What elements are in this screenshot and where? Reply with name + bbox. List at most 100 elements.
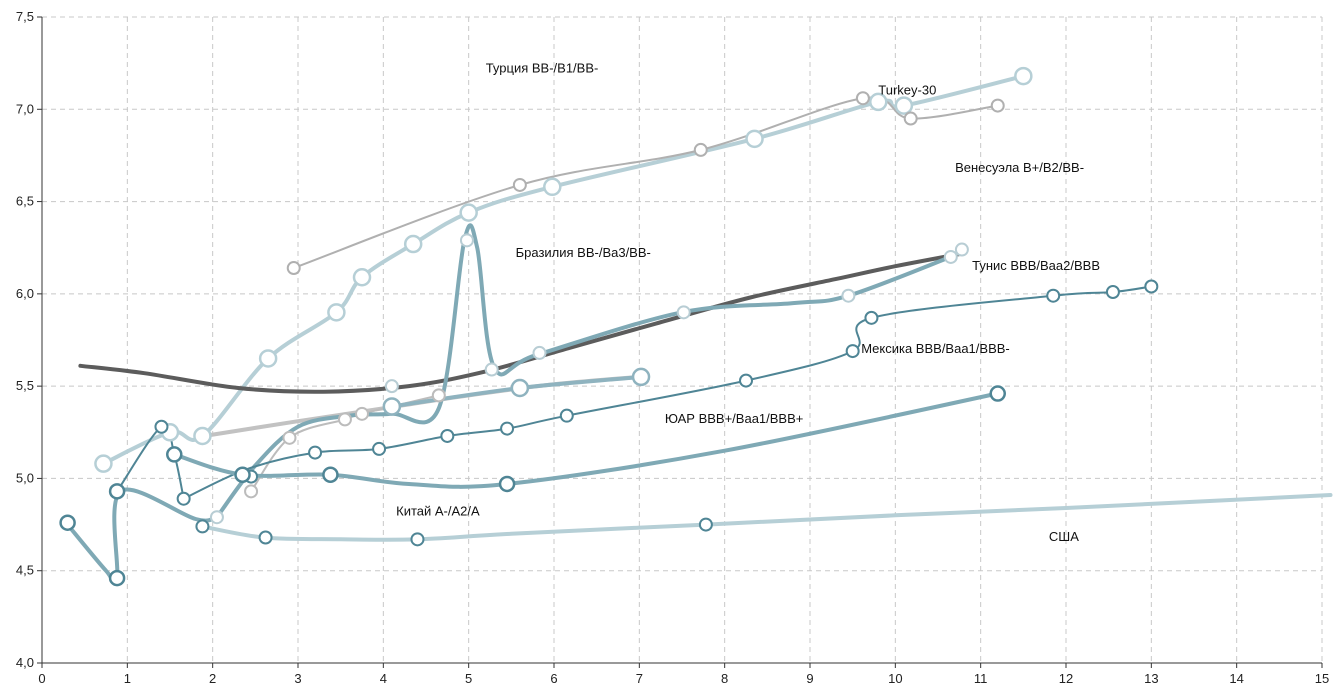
y-tick-label: 7,5 [16,9,34,24]
x-tick-label: 5 [465,671,472,686]
data-point [195,519,210,534]
grid-layer [42,16,1323,663]
data-point [352,267,372,287]
series-1 [292,96,999,269]
series-line [65,487,219,586]
data-point [739,373,753,388]
data-point [459,233,474,248]
data-point [1046,288,1061,303]
series-annotation: Turkey-30 [878,83,936,98]
data-point [631,367,651,387]
x-tick-label: 10 [888,671,902,686]
data-point [745,129,764,149]
y-tick-label: 6,5 [16,194,34,209]
data-point [693,142,708,157]
data-point [864,310,879,325]
data-point [286,261,301,276]
series-annotation: ЮАР BBB+/Baa1/BBB+ [665,411,803,426]
x-tick-label: 8 [721,671,728,686]
data-point [322,466,339,483]
series-6 [214,223,958,520]
series-annotation: Бразилия BB-/Ba3/BB- [516,245,651,260]
data-point [484,362,499,377]
data-point [327,303,346,322]
x-tick-label: 6 [550,671,557,686]
x-tick-label: 7 [636,671,643,686]
data-point [410,532,425,547]
y-tick-label: 5,0 [16,470,34,485]
series-line [292,96,999,269]
series-annotation: Тунис BBB/Baa2/BBB [972,258,1100,273]
data-point [498,475,516,493]
data-point [282,430,297,445]
data-point [869,92,888,112]
data-point [1014,66,1033,86]
y-tick-label: 5,5 [16,378,34,393]
data-point [154,419,169,434]
series-11 [200,493,1333,542]
data-point [59,514,76,531]
axis-layer: 0 1 2 3 4 5 6 7 8 9 10 11 12 13 14 154,04,55,05,56,06,5… [16,9,1329,686]
data-point [500,421,515,436]
data-point [845,344,860,359]
x-tick-label: 2 [209,671,216,686]
data-point [403,234,423,254]
y-tick-label: 4,5 [16,563,34,578]
data-point [308,445,323,460]
annotation-layer: Турция BB-/B1/BB- Turkey-30 Венесуэла B+/B… [396,60,1100,544]
data-point [543,177,562,197]
data-point [372,441,387,456]
data-point [459,203,478,222]
x-tick-label: 14 [1229,671,1243,686]
data-point [1105,285,1120,300]
data-point [440,428,455,443]
series-10 [65,487,219,586]
data-point [431,388,446,403]
data-point [209,510,224,525]
series-line [200,493,1333,542]
data-point [355,406,369,421]
data-point [384,379,399,394]
y-tick-label: 4,0 [16,655,34,670]
data-point [512,177,527,192]
x-tick-label: 15 [1315,671,1329,686]
data-point [337,412,352,427]
y-tick-label: 6,0 [16,286,34,301]
x-tick-label: 4 [380,671,387,686]
data-point [989,385,1006,402]
data-point [510,378,530,398]
series-annotation: США [1049,529,1079,544]
data-point [234,466,251,483]
x-tick-label: 3 [294,671,301,686]
data-point [193,426,212,446]
y-tick-label: 7,0 [16,101,34,116]
series-line [214,223,958,520]
data-point [108,569,126,587]
data-point [382,397,402,416]
data-point [559,408,574,423]
x-tick-label: 11 [974,671,988,686]
data-point [94,454,113,473]
series-annotation: Венесуэла B+/B2/BB- [955,160,1084,175]
x-tick-label: 13 [1144,671,1158,686]
data-point [176,491,191,506]
x-tick-label: 0 [38,671,45,686]
x-tick-label: 9 [806,671,813,686]
data-point [1144,279,1159,294]
data-point [990,98,1005,113]
data-point [258,349,278,368]
data-point [676,305,691,320]
data-point [532,345,547,360]
x-tick-label: 1 [124,671,131,686]
data-point [894,96,914,115]
data-point [166,446,183,463]
data-point [903,111,918,126]
data-point [258,530,273,545]
series-annotation: Китай A-/A2/A [396,503,480,518]
data-point [841,288,856,303]
series-annotation: Мексика BBB/Baa1/BBB- [861,341,1010,356]
data-point [954,242,969,257]
data-point [855,91,870,106]
